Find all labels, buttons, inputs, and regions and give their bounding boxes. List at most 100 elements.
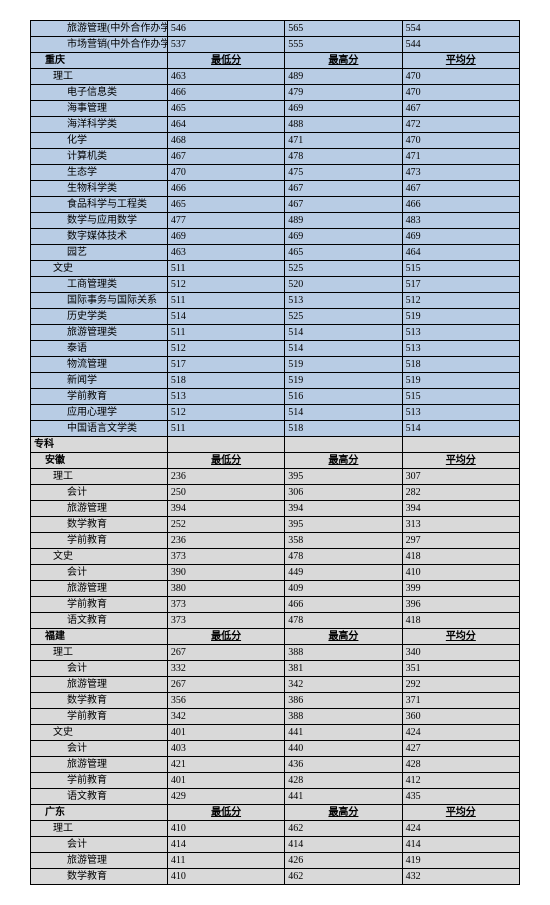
major-name: 应用心理学: [31, 405, 168, 421]
cell-avg: 419: [402, 853, 519, 869]
cell-low: 511: [167, 293, 284, 309]
major-name: 学前教育: [31, 709, 168, 725]
cell-high: 388: [285, 645, 402, 661]
header-low: 最低分: [167, 53, 284, 69]
cell-high: 478: [285, 149, 402, 165]
header-high: 最高分: [285, 629, 402, 645]
cell-avg: 513: [402, 325, 519, 341]
major-name: 化学: [31, 133, 168, 149]
cell-low: 267: [167, 645, 284, 661]
cell-low: 410: [167, 821, 284, 837]
major-name: 会计: [31, 565, 168, 581]
major-name: 学前教育: [31, 773, 168, 789]
cell-high: 525: [285, 261, 402, 277]
cell-low: 466: [167, 85, 284, 101]
cell-high: 469: [285, 101, 402, 117]
major-name: 数字媒体技术: [31, 229, 168, 245]
major-name: 数学与应用数学: [31, 213, 168, 229]
cell-high: 358: [285, 533, 402, 549]
cell-avg: 424: [402, 821, 519, 837]
cell-high: 513: [285, 293, 402, 309]
cell-avg: 517: [402, 277, 519, 293]
cell-low: 380: [167, 581, 284, 597]
score-table: 旅游管理(中外合作办学)546565554市场营销(中外合作办学)5375555…: [30, 20, 520, 885]
group-title: 理工: [31, 469, 168, 485]
major-name: 市场营销(中外合作办学): [31, 37, 168, 53]
cell-avg: 282: [402, 485, 519, 501]
cell-high: 478: [285, 613, 402, 629]
header-avg: 平均分: [402, 805, 519, 821]
cell-low: 470: [167, 165, 284, 181]
cell-low: 537: [167, 37, 284, 53]
cell-avg: 418: [402, 549, 519, 565]
cell-low: 411: [167, 853, 284, 869]
cell-low: 332: [167, 661, 284, 677]
major-name: 工商管理类: [31, 277, 168, 293]
major-name: 食品科学与工程类: [31, 197, 168, 213]
cell-high: 449: [285, 565, 402, 581]
cell-avg: 360: [402, 709, 519, 725]
cell-avg: 396: [402, 597, 519, 613]
major-name: 历史学类: [31, 309, 168, 325]
cell-low: 342: [167, 709, 284, 725]
major-name: 数学教育: [31, 693, 168, 709]
cell-high: 342: [285, 677, 402, 693]
header-low: 最低分: [167, 805, 284, 821]
major-name: 旅游管理(中外合作办学): [31, 21, 168, 37]
cell-high: 426: [285, 853, 402, 869]
cell-high: 462: [285, 821, 402, 837]
major-name: 海洋科学类: [31, 117, 168, 133]
cell-low: 518: [167, 373, 284, 389]
cell-high: 520: [285, 277, 402, 293]
cell-low: 512: [167, 277, 284, 293]
cell-avg: 427: [402, 741, 519, 757]
cell-high: 565: [285, 21, 402, 37]
cell-low: 511: [167, 261, 284, 277]
cell-high: 441: [285, 789, 402, 805]
cell-low: 469: [167, 229, 284, 245]
cell-high: 440: [285, 741, 402, 757]
cell-low: 421: [167, 757, 284, 773]
cell-avg: 471: [402, 149, 519, 165]
cell-avg: 470: [402, 69, 519, 85]
major-name: 园艺: [31, 245, 168, 261]
cell-high: 555: [285, 37, 402, 53]
cell-avg: 340: [402, 645, 519, 661]
group-title: 文史: [31, 549, 168, 565]
cell-low: 514: [167, 309, 284, 325]
cell-low: 464: [167, 117, 284, 133]
major-name: 数学教育: [31, 869, 168, 885]
cell-avg: 414: [402, 837, 519, 853]
cell-high: 479: [285, 85, 402, 101]
major-name: 泰语: [31, 341, 168, 357]
cell-high: 488: [285, 117, 402, 133]
cell-high: 306: [285, 485, 402, 501]
cell-high: 519: [285, 357, 402, 373]
major-name: 海事管理: [31, 101, 168, 117]
major-name: 物流管理: [31, 357, 168, 373]
major-name: 旅游管理: [31, 581, 168, 597]
major-name: 生态学: [31, 165, 168, 181]
cell-avg: 418: [402, 613, 519, 629]
cell-high: 525: [285, 309, 402, 325]
group-title: 文史: [31, 261, 168, 277]
cell-low: 401: [167, 725, 284, 741]
cell-avg: 512: [402, 293, 519, 309]
cell-avg: 470: [402, 85, 519, 101]
cell-avg: 514: [402, 421, 519, 437]
region-cell: 福建: [31, 629, 168, 645]
cell-high: 471: [285, 133, 402, 149]
major-name: 学前教育: [31, 597, 168, 613]
cell-high: 514: [285, 341, 402, 357]
header-low: 最低分: [167, 453, 284, 469]
cell-high: 395: [285, 469, 402, 485]
major-name: 数学教育: [31, 517, 168, 533]
cell-low: 390: [167, 565, 284, 581]
major-name: 旅游管理: [31, 853, 168, 869]
major-name: 新闻学: [31, 373, 168, 389]
cell-avg: 428: [402, 757, 519, 773]
major-name: 电子信息类: [31, 85, 168, 101]
cell-high: 395: [285, 517, 402, 533]
region-cell: 广东: [31, 805, 168, 821]
group-title: 理工: [31, 645, 168, 661]
